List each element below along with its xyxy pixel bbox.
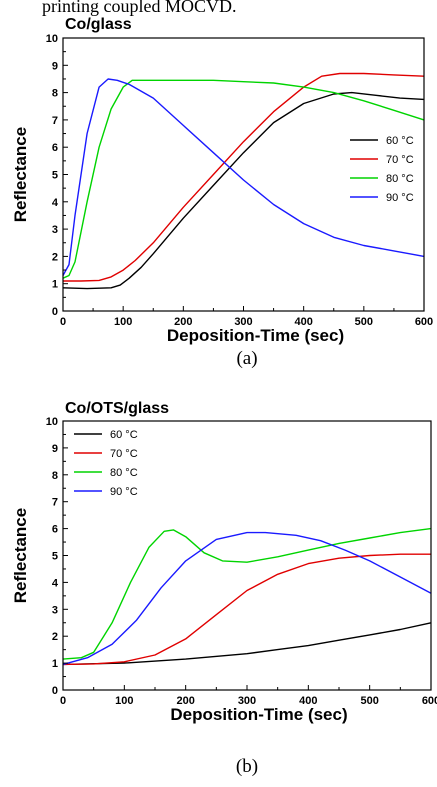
chart-2-x-axis-label: Deposition-Time (sec) xyxy=(170,705,347,724)
chart-2-y-tick-label: 0 xyxy=(52,685,58,697)
chart-2-y-axis-label: Reflectance xyxy=(11,508,30,603)
chart-2-y-tick-label: 2 xyxy=(52,631,58,643)
chart-1-series-line-2 xyxy=(63,72,425,282)
chart-2-y-tick-label: 4 xyxy=(52,577,59,589)
chart-2-y-tick-label: 7 xyxy=(52,497,58,509)
chart-1-x-tick-label: 200 xyxy=(174,316,192,328)
chart-1-x-tick-label: 100 xyxy=(114,316,132,328)
header-text: printing coupled MOCVD. xyxy=(42,0,236,16)
chart-2-y-tick-label: 8 xyxy=(52,470,58,482)
chart-1-x-tick-label: 600 xyxy=(415,316,433,328)
chart-1-caption: (a) xyxy=(236,348,257,369)
chart-2-y-tick-label: 9 xyxy=(52,443,58,455)
chart-2-series-line-2 xyxy=(62,553,431,666)
chart-1-legend-label-4: 90 °C xyxy=(386,192,414,204)
chart-2-series-line-4 xyxy=(62,531,432,666)
chart-2-y-tick-label: 10 xyxy=(46,416,58,428)
chart-2-x-tick-label: 300 xyxy=(238,695,256,707)
chart-1-y-tick-label: 7 xyxy=(52,115,58,127)
chart-2-y-tick-label: 5 xyxy=(52,551,58,563)
chart-2-y-tick-label: 3 xyxy=(52,604,58,616)
chart-2-y-tick-label: 6 xyxy=(52,524,58,536)
chart-1-x-tick-label: 300 xyxy=(234,316,252,328)
chart-2-x-tick-label: 500 xyxy=(360,695,378,707)
chart-1-y-tick-label: 9 xyxy=(52,60,58,72)
chart-1-x-axis-label: Deposition-Time (sec) xyxy=(167,326,344,345)
chart-1-x-tick-label: 0 xyxy=(60,316,66,328)
chart-2-x-tick-label: 100 xyxy=(115,695,133,707)
chart-1-title: Co/glass xyxy=(65,16,132,33)
chart-1-x-tick-label: 500 xyxy=(355,316,373,328)
chart-2-series-line-3 xyxy=(62,527,432,660)
chart-2-x-tick-label: 200 xyxy=(176,695,194,707)
chart-2-legend-label-1: 60 °C xyxy=(110,429,138,441)
chart-1-y-tick-label: 1 xyxy=(52,279,58,291)
chart-1-plot-frame xyxy=(62,37,425,312)
chart-2-series-line-1 xyxy=(62,622,432,666)
chart-1-y-axis-label: Reflectance xyxy=(11,127,30,222)
chart-1-y-tick-label: 6 xyxy=(52,142,58,154)
chart-1-y-tick-label: 5 xyxy=(52,170,58,182)
chart-1-y-tick-label: 4 xyxy=(52,197,59,209)
chart-2-y-tick-label: 1 xyxy=(52,658,58,670)
chart-2-legend-label-3: 80 °C xyxy=(110,467,138,479)
chart-1-y-tick-label: 8 xyxy=(52,88,58,100)
chart-1-y-tick-label: 10 xyxy=(46,33,58,45)
chart-1-series-line-1 xyxy=(62,91,425,290)
chart-2-x-tick-label: 0 xyxy=(60,695,66,707)
chart-1-legend-label-1: 60 °C xyxy=(386,135,414,147)
chart-1-y-tick-label: 3 xyxy=(52,224,58,236)
chart-1-y-tick-label: 0 xyxy=(52,306,58,318)
chart-1-legend-label-2: 70 °C xyxy=(386,154,414,166)
chart-2-caption: (b) xyxy=(236,756,258,777)
chart-1-x-tick-label: 400 xyxy=(294,316,312,328)
chart-1-legend-label-3: 80 °C xyxy=(386,173,414,185)
chart-2-x-tick-label: 600 xyxy=(422,695,437,707)
chart-1-y-tick-label: 2 xyxy=(52,251,58,263)
chart-2-legend-label-4: 90 °C xyxy=(110,486,138,498)
chart-1-series-line-3 xyxy=(62,79,425,279)
chart-2-legend-label-2: 70 °C xyxy=(110,448,138,460)
chart-2-x-tick-label: 400 xyxy=(299,695,317,707)
chart-2-title: Co/OTS/glass xyxy=(65,400,169,417)
chart-1-series-line-4 xyxy=(62,78,425,276)
